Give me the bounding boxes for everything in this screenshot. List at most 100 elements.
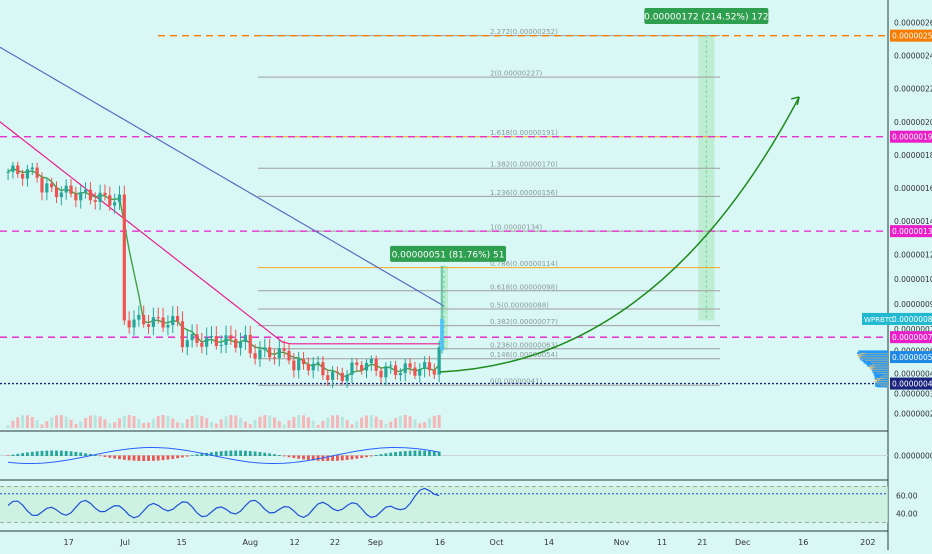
volume-bar-39 [195, 415, 199, 428]
macd-hist-60 [297, 455, 301, 459]
volume-bar-37 [185, 419, 189, 428]
price-badge-2 [890, 225, 932, 238]
candle-body-58 [287, 350, 291, 361]
candle-body-77 [379, 370, 383, 378]
volume-bar-45 [224, 416, 228, 428]
volume-bar-58 [287, 420, 291, 428]
volume-bar-89 [437, 415, 441, 428]
candle-body-66 [326, 375, 330, 380]
candle-body-73 [360, 365, 364, 371]
volume-bar-50 [248, 424, 252, 428]
volume-bar-85 [418, 423, 422, 428]
time-tick-label-12: 21 [697, 538, 707, 547]
macd-hist-89 [437, 451, 441, 456]
volume-bar-47 [234, 415, 238, 428]
volume-bar-54 [268, 415, 272, 428]
macd-hist-21 [108, 455, 112, 458]
macd-hist-63 [311, 455, 315, 461]
rsi-band [0, 486, 888, 523]
macd-hist-83 [408, 450, 412, 456]
volume-bar-36 [180, 423, 184, 428]
price-tick-label-13: 0.00000036 [894, 389, 932, 398]
time-tick-label-6: Sep [368, 538, 383, 547]
macd-hist-26 [132, 455, 136, 461]
macd-hist-46 [229, 450, 233, 456]
candle-body-63 [311, 363, 315, 371]
projection-arrow-curve [439, 96, 800, 373]
macd-hist-64 [316, 455, 320, 461]
fib-level-label-3: 0.382(0.00000077) [490, 318, 558, 326]
symbol-badge-label: WPRBTC [864, 316, 894, 324]
macd-hist-53 [263, 452, 267, 456]
volume-bar-79 [389, 421, 393, 428]
volume-bar-67 [331, 415, 335, 428]
time-tick-label-9: 14 [544, 538, 554, 547]
candles [6, 161, 444, 389]
candle-body-33 [166, 325, 170, 328]
macd-hist-49 [244, 450, 247, 456]
macd-hist-16 [84, 453, 87, 456]
macd-hist-86 [423, 450, 427, 456]
candle-body-9 [50, 183, 54, 188]
macd-hist-38 [190, 455, 194, 456]
volume-bar-77 [379, 419, 383, 428]
candle-body-70 [345, 374, 349, 381]
macd-hist-18 [93, 454, 97, 456]
candle-body-89 [437, 347, 441, 375]
time-tick-label-10: Nov [614, 538, 630, 547]
macd-hist-47 [234, 450, 238, 456]
volume-bar-49 [243, 421, 247, 428]
macd-hist-5 [30, 451, 34, 456]
candle-body-10 [54, 187, 59, 198]
price-badge-label-6: 0.00000042 [892, 380, 932, 389]
candle-body-79 [389, 365, 393, 367]
volume-bar-32 [161, 415, 165, 428]
volume-bar-22 [113, 422, 117, 428]
fib-level-label-7: 1(0.00000134) [490, 224, 542, 232]
candle-body-46 [229, 335, 233, 340]
macd-hist-23 [118, 455, 121, 460]
volume-bar-13 [69, 419, 73, 428]
candle-body-42 [209, 335, 214, 338]
macd-hist-10 [55, 450, 58, 456]
macd-hist-7 [40, 450, 44, 456]
volume-bar-61 [302, 415, 306, 428]
volume-bar-62 [306, 417, 310, 428]
price-tick-label-6: 0.00000140 [894, 217, 932, 226]
volume-bar-83 [408, 416, 412, 428]
candle-body-75 [369, 358, 373, 363]
candle-body-26 [132, 319, 136, 328]
volume-bar-56 [277, 421, 281, 428]
volume-bar-17 [88, 415, 92, 428]
macd-hist-25 [127, 455, 131, 461]
macd-hist-57 [282, 455, 286, 457]
macd-hist-62 [306, 455, 310, 460]
price-tick-label-12: 0.00000048 [894, 370, 932, 379]
candle-body-64 [316, 362, 320, 364]
ma-mid-line [0, 121, 444, 345]
volume-bar-86 [423, 422, 427, 428]
volume-bar-80 [394, 418, 398, 428]
macd-hist-78 [384, 453, 388, 456]
candle-body-6 [35, 167, 39, 178]
volume-bar-81 [398, 415, 402, 428]
candle-body-5 [30, 167, 34, 170]
rsi-pane: 60.00 40.00 [0, 486, 918, 523]
price-tick-label-11: 0.00000062 [894, 346, 932, 355]
price-badge-0 [890, 29, 932, 42]
price-badge-4 [890, 331, 932, 344]
volume-bar-1 [11, 420, 15, 428]
projection-arrow [439, 96, 800, 373]
price-tick-label-2: 0.00000220 [894, 85, 932, 94]
macd-hist-71 [350, 455, 354, 460]
candle-body-1 [11, 165, 15, 172]
candle-body-81 [398, 373, 403, 376]
macd-hist-70 [345, 455, 349, 460]
volume-bar-59 [292, 417, 296, 428]
macd-hist-37 [185, 455, 189, 457]
volume-bar-0 [6, 425, 10, 428]
macd-axis-label: 0.00000000 [894, 452, 932, 461]
callout-text-1: 0.00000172 (214.52%) 172 [644, 13, 768, 23]
